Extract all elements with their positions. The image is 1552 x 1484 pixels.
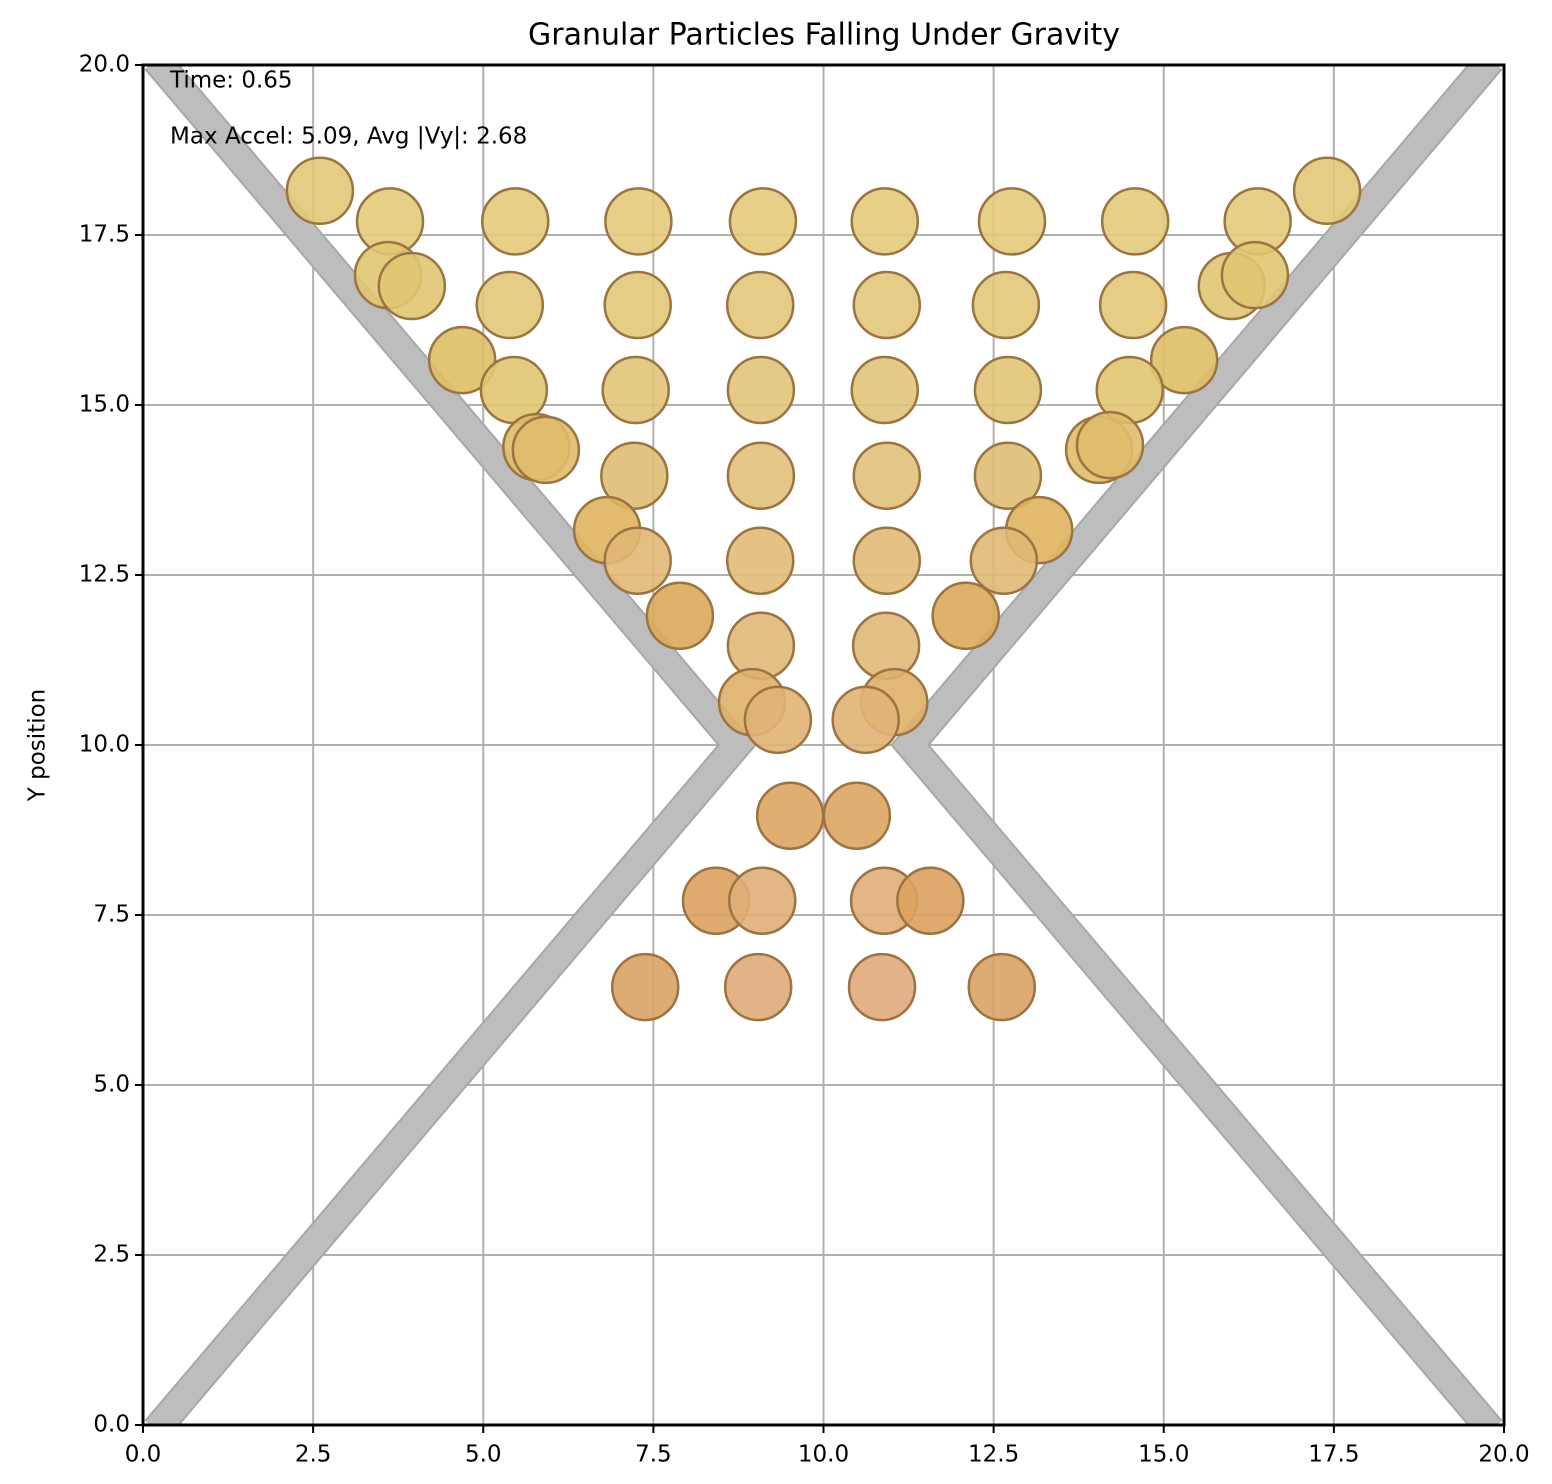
x-tick-label: 12.5 xyxy=(968,1442,1019,1468)
particle xyxy=(850,187,919,256)
particle xyxy=(852,441,922,510)
y-tick-label: 5.0 xyxy=(93,1072,130,1098)
particle xyxy=(967,952,1037,1022)
chart-title: Granular Particles Falling Under Gravity xyxy=(528,18,1120,53)
x-tick-label: 15.0 xyxy=(1138,1442,1189,1468)
particle xyxy=(726,355,796,425)
particles xyxy=(285,156,1362,1022)
particle xyxy=(723,952,793,1022)
y-tick-label: 2.5 xyxy=(93,1242,130,1268)
walls xyxy=(144,65,1503,1425)
x-tick-label: 2.5 xyxy=(295,1442,332,1468)
particle xyxy=(610,952,680,1022)
particle xyxy=(645,581,715,651)
particle xyxy=(755,781,825,850)
particle xyxy=(852,526,922,595)
particle xyxy=(728,866,797,935)
particle xyxy=(896,866,965,935)
y-tick-label: 12.5 xyxy=(79,562,130,588)
x-tick-label: 0.0 xyxy=(125,1442,162,1468)
particle xyxy=(726,441,796,510)
particle xyxy=(977,187,1047,256)
x-tick-label: 20.0 xyxy=(1478,1442,1529,1468)
particle xyxy=(726,611,796,680)
x-tick-label: 17.5 xyxy=(1308,1442,1359,1468)
particle xyxy=(971,270,1041,340)
y-tick-label: 17.5 xyxy=(79,222,130,248)
y-tick-label: 10.0 xyxy=(79,732,130,758)
wall xyxy=(146,65,755,1425)
particle xyxy=(1149,325,1219,395)
particle xyxy=(725,270,795,340)
particle xyxy=(851,611,921,680)
y-tick-label: 7.5 xyxy=(93,902,130,928)
particle xyxy=(850,355,919,425)
particle xyxy=(603,270,672,340)
particle xyxy=(511,415,581,485)
x-tick-label: 7.5 xyxy=(635,1442,672,1468)
particle xyxy=(603,526,672,595)
y-axis-label: Y position xyxy=(25,689,51,802)
wall xyxy=(892,65,1501,1425)
particle xyxy=(1098,270,1168,340)
particle xyxy=(285,156,355,226)
particle xyxy=(973,441,1043,510)
particle xyxy=(969,526,1039,595)
x-tick-label: 5.0 xyxy=(465,1442,502,1468)
particle xyxy=(377,251,447,321)
y-tick-label: 15.0 xyxy=(79,392,130,418)
particle xyxy=(427,325,497,395)
annotation: Time: 0.65 xyxy=(169,68,293,94)
particle xyxy=(822,781,892,850)
particle xyxy=(852,270,922,340)
particle xyxy=(831,685,900,755)
y-tick-label: 0.0 xyxy=(93,1412,130,1438)
particle xyxy=(1100,187,1170,256)
particle xyxy=(1220,240,1290,310)
y-tick-label: 20.0 xyxy=(79,52,130,78)
particle xyxy=(931,581,1000,651)
particle xyxy=(1075,410,1145,480)
particle xyxy=(475,270,545,340)
particle xyxy=(743,685,813,755)
annotation: Max Accel: 5.09, Avg |Vy|: 2.68 xyxy=(170,124,527,150)
particle xyxy=(601,355,670,425)
particle xyxy=(1292,156,1362,226)
particle xyxy=(600,441,669,510)
particle xyxy=(480,187,550,256)
particle xyxy=(847,952,917,1022)
particle xyxy=(728,187,798,256)
particle xyxy=(604,187,673,256)
x-tick-label: 10.0 xyxy=(798,1442,849,1468)
particle xyxy=(973,355,1043,425)
particle xyxy=(725,526,795,595)
